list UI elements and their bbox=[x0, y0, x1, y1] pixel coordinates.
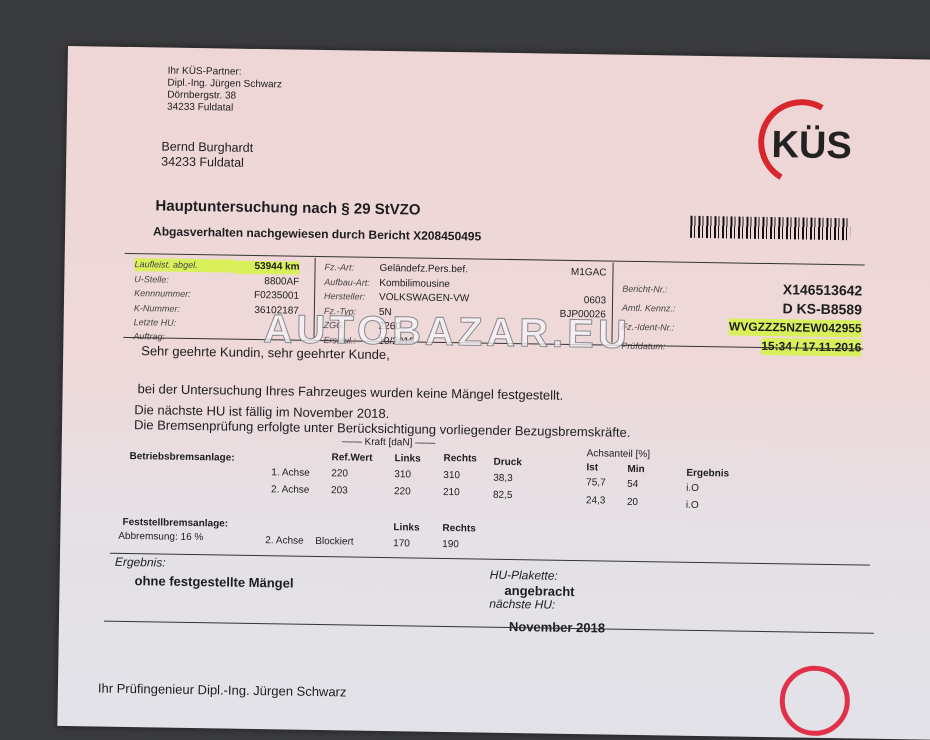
table-row: 1. Achse 220 310 310 38,3 75,7 54 i.O bbox=[68, 46, 930, 494]
cell: Blockiert bbox=[315, 535, 354, 548]
kraft-label: Kraft [daN] bbox=[364, 436, 413, 449]
cell: 310 bbox=[443, 469, 461, 482]
cell: 24,3 bbox=[585, 495, 606, 507]
greeting: Sehr geehrte Kundin, sehr geehrter Kunde… bbox=[141, 343, 390, 363]
field-label: Fz.-Art: bbox=[324, 262, 355, 273]
cell: i.O bbox=[686, 482, 699, 494]
license-plate: D KS-B8589 bbox=[782, 300, 863, 318]
cell: 20 bbox=[626, 496, 639, 509]
field-label: Bericht-Nr.: bbox=[622, 283, 668, 295]
abbremsung: Abbremsung: 16 % bbox=[118, 530, 204, 544]
cell: 220 bbox=[331, 468, 349, 480]
code: 0603 bbox=[583, 295, 607, 307]
svg-text:KÜS: KÜS bbox=[771, 123, 852, 167]
partner-address: Ihr KÜS-Partner: Dipl.-Ing. Jürgen Schwa… bbox=[167, 66, 282, 116]
recipient-address: Bernd Burghardt 34233 Fuldatal bbox=[161, 139, 253, 170]
axle: 2. Achse bbox=[270, 484, 310, 496]
col-header: Rechts bbox=[443, 452, 478, 465]
barcode bbox=[690, 215, 851, 241]
col-header: Druck bbox=[493, 456, 522, 469]
cell: 75,7 bbox=[586, 477, 606, 489]
field-label: Laufleist. abgel. bbox=[134, 258, 235, 273]
col-header: Ref.Wert bbox=[331, 452, 373, 464]
page-title: Hauptuntersuchung nach § 29 StVZO bbox=[155, 197, 421, 219]
mileage-value: 53944 km bbox=[234, 260, 300, 275]
cell: 54 bbox=[627, 478, 639, 491]
cell: 310 bbox=[394, 469, 412, 481]
col-header: Ergebnis bbox=[686, 467, 730, 480]
col-header: Links bbox=[394, 453, 421, 465]
vin: WVGZZZ5NZEW042955 bbox=[728, 318, 862, 338]
recipient-city: 34233 Fuldatal bbox=[161, 154, 245, 170]
report-number: X146513642 bbox=[782, 281, 863, 299]
field-value: Geländefz.Pers.bef. bbox=[379, 262, 469, 276]
parking-brake-label: Feststellbremsanlage: bbox=[122, 516, 229, 530]
col-header: Ist bbox=[586, 462, 599, 474]
col-header: Min bbox=[627, 463, 645, 476]
kus-logo: KÜS bbox=[741, 97, 872, 194]
cell: 203 bbox=[330, 485, 348, 497]
field-value: VOLKSWAGEN-VW bbox=[379, 291, 470, 305]
cell: i.O bbox=[685, 499, 699, 511]
field-label: Letzte HU: bbox=[133, 317, 177, 328]
field-label: Hersteller: bbox=[324, 291, 366, 302]
code: M1GAC bbox=[570, 266, 607, 279]
field-label: U-Stelle: bbox=[134, 273, 169, 285]
partner-city: 34233 Fuldatal bbox=[166, 101, 234, 114]
field-value: 8800AF bbox=[264, 275, 300, 288]
cell: 82,5 bbox=[492, 489, 513, 502]
cell: 190 bbox=[442, 538, 459, 551]
page-subtitle: Abgasverhalten nachgewiesen durch Berich… bbox=[152, 224, 482, 244]
cell: 38,3 bbox=[493, 472, 513, 485]
col-header: Links bbox=[393, 522, 420, 534]
field-label: Kennnummer: bbox=[134, 288, 191, 299]
next-hu-label: nächste HU: bbox=[489, 596, 556, 612]
cell: 210 bbox=[442, 486, 460, 499]
inspection-report: Ihr KÜS-Partner: Dipl.-Ing. Jürgen Schwa… bbox=[57, 46, 930, 740]
service-brake-label: Betriebsbremsanlage: bbox=[129, 451, 235, 464]
cell: 170 bbox=[393, 538, 410, 550]
col-header: Rechts bbox=[442, 522, 476, 535]
field-label: K-Nummer: bbox=[133, 302, 180, 314]
field-label: Aufbau-Art: bbox=[324, 276, 370, 288]
result-value: ohne festgestellte Mängel bbox=[134, 573, 294, 591]
recipient-name: Bernd Burghardt bbox=[161, 139, 254, 155]
axle: 2. Achse bbox=[265, 535, 304, 547]
cell: 220 bbox=[393, 486, 411, 498]
field-value: F0235001 bbox=[253, 289, 300, 302]
paragraph: bei der Untersuchung Ihres Fahrzeuges wu… bbox=[137, 381, 564, 403]
plakette-label: HU-Plakette: bbox=[489, 567, 558, 583]
achsanteil-header: Achsanteil [%] bbox=[586, 448, 651, 461]
inspector-signature-line: Ihr Prüfingenieur Dipl.-Ing. Jürgen Schw… bbox=[97, 680, 347, 700]
table-row: 2. Achse 203 220 210 82,5 24,3 20 i.O bbox=[68, 46, 930, 511]
axle: 1. Achse bbox=[271, 467, 310, 479]
result-label: Ergebnis: bbox=[114, 554, 166, 570]
kraft-header: —— Kraft [daN] —— bbox=[341, 436, 436, 449]
inspector-stamp bbox=[779, 665, 851, 737]
field-value: Kombilimousine bbox=[379, 277, 450, 290]
